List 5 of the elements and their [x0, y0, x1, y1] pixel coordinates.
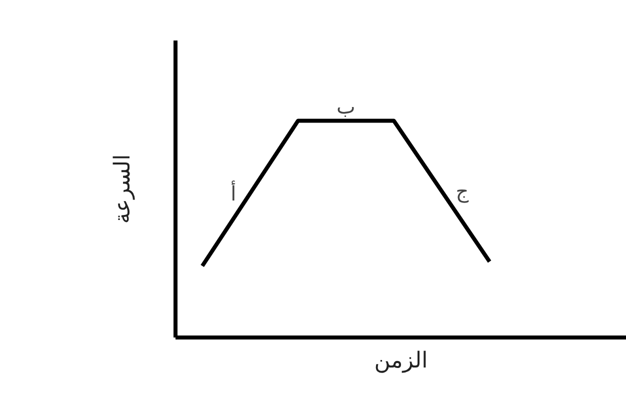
y-axis-title: السرعة — [110, 154, 136, 224]
annotation: أ — [230, 180, 236, 206]
x-axis-title: الزمن — [374, 348, 428, 374]
annotation: ج — [456, 179, 469, 204]
text: ب — [336, 94, 356, 119]
